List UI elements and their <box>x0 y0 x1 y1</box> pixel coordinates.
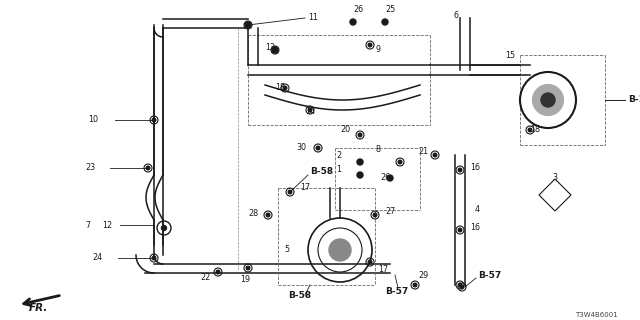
Text: 21: 21 <box>418 148 428 156</box>
Text: 11: 11 <box>308 12 318 21</box>
Text: 30: 30 <box>296 143 306 153</box>
Circle shape <box>433 153 437 157</box>
Circle shape <box>382 19 388 25</box>
Circle shape <box>413 283 417 287</box>
Text: 12: 12 <box>102 220 112 229</box>
Text: B-57: B-57 <box>385 287 408 297</box>
Text: B-17-20: B-17-20 <box>628 95 640 105</box>
Text: 17: 17 <box>378 266 388 275</box>
Text: 4: 4 <box>475 205 480 214</box>
Text: 16: 16 <box>470 164 480 172</box>
Circle shape <box>358 133 362 137</box>
Circle shape <box>288 190 292 194</box>
Circle shape <box>373 213 377 217</box>
Text: 23: 23 <box>85 164 95 172</box>
Text: 25: 25 <box>385 5 396 14</box>
Circle shape <box>357 172 363 178</box>
Circle shape <box>368 260 372 264</box>
Circle shape <box>161 226 166 230</box>
Circle shape <box>541 93 555 107</box>
Circle shape <box>458 168 462 172</box>
Text: 8: 8 <box>375 146 380 155</box>
Text: B-57: B-57 <box>478 271 501 281</box>
Circle shape <box>532 84 563 116</box>
Circle shape <box>528 128 532 132</box>
Circle shape <box>357 159 363 165</box>
Circle shape <box>458 228 462 232</box>
Text: 26: 26 <box>380 173 390 182</box>
Circle shape <box>387 175 393 181</box>
Text: 24: 24 <box>92 253 102 262</box>
Text: 15: 15 <box>505 51 515 60</box>
Text: 14: 14 <box>305 108 315 116</box>
Circle shape <box>350 19 356 25</box>
Circle shape <box>329 239 351 261</box>
Circle shape <box>283 86 287 90</box>
Text: 20: 20 <box>340 125 350 134</box>
Text: 1: 1 <box>336 165 341 174</box>
Text: FR.: FR. <box>28 303 48 313</box>
Circle shape <box>308 108 312 112</box>
Circle shape <box>272 47 278 53</box>
Text: 16: 16 <box>470 223 480 233</box>
Text: 22: 22 <box>200 274 211 283</box>
Text: 2: 2 <box>336 150 341 159</box>
Text: 17: 17 <box>300 183 310 193</box>
Text: 9: 9 <box>375 45 380 54</box>
Text: 28: 28 <box>248 209 258 218</box>
Text: 18: 18 <box>530 125 540 134</box>
Circle shape <box>266 213 270 217</box>
Text: 26: 26 <box>353 5 363 14</box>
Text: 6: 6 <box>454 11 459 20</box>
Text: 27: 27 <box>385 207 396 217</box>
Circle shape <box>246 266 250 270</box>
Circle shape <box>152 256 156 260</box>
Text: 3: 3 <box>552 173 557 182</box>
Text: T3W4B6001: T3W4B6001 <box>575 312 618 318</box>
Circle shape <box>398 160 402 164</box>
Circle shape <box>368 43 372 47</box>
Text: 7: 7 <box>85 220 90 229</box>
Text: 10: 10 <box>88 116 98 124</box>
Text: 29: 29 <box>418 270 428 279</box>
Circle shape <box>316 146 320 150</box>
Text: B-58: B-58 <box>310 167 333 177</box>
Text: 19: 19 <box>240 276 250 284</box>
Circle shape <box>245 22 251 28</box>
Circle shape <box>216 270 220 274</box>
Text: 13: 13 <box>265 44 275 52</box>
Circle shape <box>273 48 277 52</box>
Circle shape <box>460 285 464 289</box>
Circle shape <box>152 118 156 122</box>
Text: 18: 18 <box>275 84 285 92</box>
Text: B-58: B-58 <box>288 291 311 300</box>
Circle shape <box>146 166 150 170</box>
Circle shape <box>246 23 250 27</box>
Text: 5: 5 <box>284 245 289 254</box>
Circle shape <box>458 283 462 287</box>
